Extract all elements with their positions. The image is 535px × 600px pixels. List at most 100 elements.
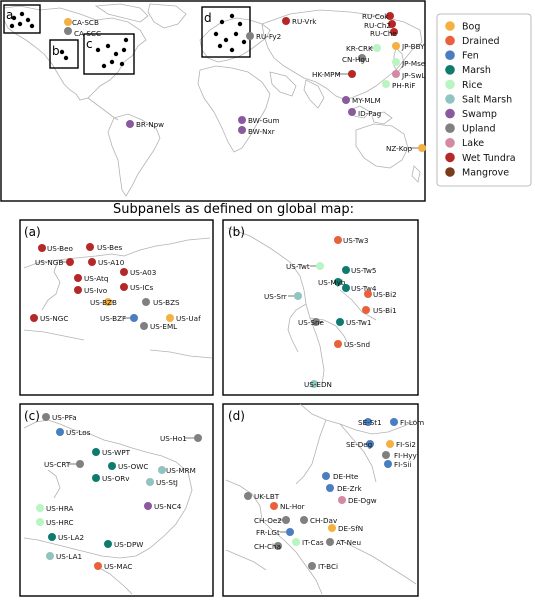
- site-marker: [300, 516, 308, 524]
- zoom-box-c: [83, 33, 135, 75]
- legend-label-upland: Upland: [462, 124, 496, 135]
- site-marker: [334, 340, 342, 348]
- site-label: US-LA2: [58, 533, 84, 542]
- site-fi-hyy: FI-Hyy: [382, 451, 418, 460]
- site-marker: [74, 274, 82, 282]
- site-us-orv: US-ORv: [92, 474, 130, 483]
- panel-a: (a) US-Beo US-Bes US-NGB US-A10 US-Atq US-A03…: [19, 219, 214, 396]
- site-marker: [56, 428, 64, 436]
- site-label: US-Snd: [344, 340, 370, 349]
- site-marker: [322, 472, 330, 480]
- legend-label-wet-tundra: Wet Tundra: [462, 153, 516, 164]
- site-marker: [166, 314, 174, 322]
- site-us-tw3: US-Tw3: [334, 236, 368, 245]
- site-marker: [286, 528, 294, 536]
- site-us-pfa: US-PFa: [42, 413, 77, 422]
- site-marker: [312, 318, 320, 326]
- site-ph-rif: PH-RiF: [382, 80, 415, 90]
- site-label: US-Tw1: [346, 318, 371, 327]
- global-map: a b c d CA-SCBCA-SCCRU-VrkRU-Fy2RU-CokRU…: [0, 0, 426, 202]
- site-label: US-WPT: [102, 448, 131, 457]
- site-marker: [388, 20, 396, 28]
- site-label: BW-Gum: [248, 116, 279, 125]
- site-marker: [66, 258, 74, 266]
- site-de-dgw: DE-Dgw: [338, 496, 377, 505]
- site-us-hra: US-HRA: [36, 504, 74, 513]
- site-marker: [392, 70, 400, 78]
- site-label: US-Bes: [97, 243, 123, 252]
- site-label: CH-Cha: [254, 542, 281, 551]
- site-label: US-EDN: [304, 380, 332, 389]
- legend-marker-fen: [445, 50, 455, 60]
- site-marker: [130, 314, 138, 322]
- site-label: US-LA1: [56, 552, 82, 561]
- site-us-ho1: US-Ho1: [160, 434, 202, 443]
- site-label: US-A03: [130, 268, 156, 277]
- legend-label-fen: Fen: [462, 51, 479, 62]
- site-marker: [246, 32, 254, 40]
- legend-label-drained: Drained: [462, 36, 500, 47]
- site-de-sfn: DE-SfN: [328, 524, 363, 533]
- site-us-edn: US-EDN: [304, 380, 332, 389]
- site-jp-bby: JP-BBY: [392, 42, 425, 51]
- panel-b-sites: US-Tw3 US-Twt US-Tw5 US-Myb US-Tw4 US-Srr US-B…: [264, 236, 397, 389]
- site-label: CN-Hgu: [342, 55, 370, 64]
- site-label: FI-Hyy: [394, 451, 418, 460]
- site-marker: [94, 562, 102, 570]
- site-us-la1: US-LA1: [46, 552, 82, 561]
- site-us-atq: US-Atq: [74, 274, 108, 283]
- site-label: JP-Mse: [401, 59, 426, 68]
- site-marker: [386, 12, 394, 20]
- site-fi-si2: FI-Si2: [386, 440, 416, 449]
- site-marker: [158, 466, 166, 474]
- site-marker: [386, 440, 394, 448]
- site-cn-hgu: CN-Hgu: [342, 54, 370, 64]
- site-ch-oe2: CH-Oe2: [254, 516, 290, 525]
- site-label: US-BZF: [100, 314, 126, 323]
- site-us-los: US-Los: [56, 428, 91, 437]
- zoom-box-label: b: [52, 44, 60, 58]
- site-label: US-Ivo: [84, 286, 107, 295]
- site-jp-mse: JP-Mse: [392, 58, 426, 68]
- site-label: US-CRT: [44, 460, 71, 469]
- site-marker: [294, 292, 302, 300]
- panel-d-coastline: [225, 403, 417, 595]
- site-label: DE-Hte: [333, 472, 359, 481]
- site-marker: [334, 278, 342, 286]
- site-label: CA-SCB: [72, 18, 99, 27]
- site-us-ics: US-ICs: [120, 283, 154, 292]
- site-label: US-Sne: [298, 318, 325, 327]
- site-label: US-Bi1: [373, 306, 397, 315]
- site-label: JP-BBY: [401, 42, 425, 51]
- site-it-cas: IT-Cas: [292, 538, 324, 547]
- panel-a-sites: US-Beo US-Bes US-NGB US-A10 US-Atq US-A03 US-I…: [30, 243, 201, 331]
- site-us-hrc: US-HRC: [36, 518, 73, 527]
- legend: Bog Drained Fen Marsh Rice Salt Marsh Swamp Upl…: [436, 13, 532, 187]
- site-label: SE-St1: [358, 418, 382, 427]
- site-marker: [358, 54, 366, 62]
- site-label: US-HRA: [46, 504, 74, 513]
- site-us-owc: US-OWC: [108, 462, 148, 471]
- site-us-mac: US-MAC: [94, 562, 132, 571]
- site-label: US-Los: [66, 428, 91, 437]
- legend-label-mangrove: Mangrove: [462, 167, 509, 178]
- panel-label: (c): [24, 409, 40, 423]
- site-marker: [292, 538, 300, 546]
- site-us-tw5: US-Tw5: [342, 266, 376, 275]
- site-marker: [342, 284, 350, 292]
- site-label: US-OWC: [118, 462, 148, 471]
- site-marker: [310, 380, 318, 388]
- site-marker: [36, 504, 44, 512]
- panel-a-frame: [19, 219, 214, 396]
- site-label: RU-Vrk: [292, 17, 317, 26]
- site-marker: [334, 236, 342, 244]
- site-us-bi2: US-Bi2: [364, 290, 397, 299]
- site-us-la2: US-LA2: [48, 533, 84, 542]
- legend-label-swamp: Swamp: [462, 109, 497, 120]
- site-marker: [30, 314, 38, 322]
- site-us-bzs: US-BZS: [142, 298, 180, 307]
- site-label: DE-Dgw: [348, 496, 377, 505]
- site-us-nc4: US-NC4: [144, 502, 182, 511]
- site-us-bi1: US-Bi1: [362, 306, 397, 315]
- legend-marker-bog: [445, 21, 455, 31]
